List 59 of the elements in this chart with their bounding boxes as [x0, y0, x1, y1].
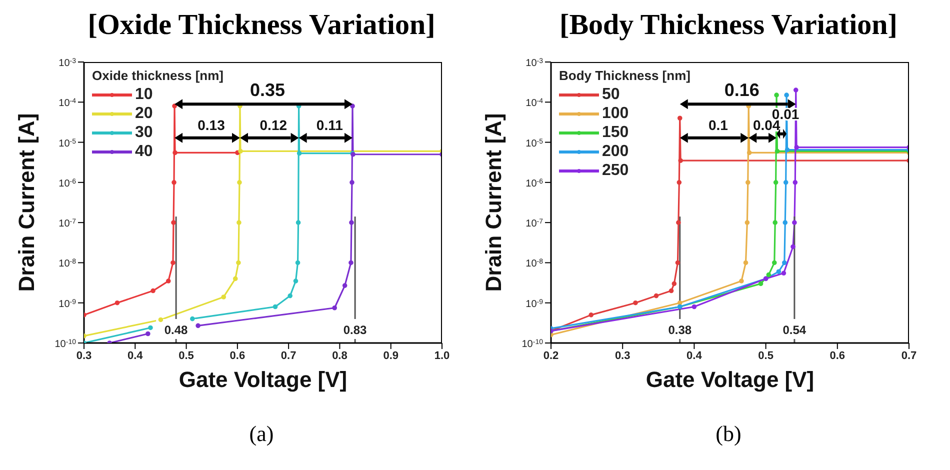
y-tick-label: 10$^{-5}$	[526, 138, 544, 150]
x-tick-label: 0.8	[332, 350, 348, 362]
x-tick-label: 0.6	[830, 350, 846, 362]
legend-label: 250	[602, 162, 629, 180]
x-tick-label: 0.7	[901, 350, 917, 362]
annotation: 0.12	[260, 116, 288, 133]
y-tick-label: 10$^{-4}$	[526, 98, 544, 110]
ref-line-label: 0.38	[668, 323, 692, 337]
x-tick-label: 0.3	[76, 350, 92, 362]
y-tick-label: 10$^{-9}$	[58, 298, 76, 310]
annotation: 0.11	[316, 116, 344, 133]
legend-label: 150	[602, 124, 629, 142]
y-tick-label: 10$^{-8}$	[526, 258, 544, 270]
x-axis-title: Gate Voltage [V]	[646, 367, 814, 392]
y-axis-title: Drain Current [A]	[14, 113, 39, 292]
x-tick-label: 0.5	[758, 350, 774, 362]
y-tick-label: 10$^{-3}$	[526, 58, 544, 69]
x-tick-label: 0.7	[280, 350, 296, 362]
legend-label: 30	[135, 124, 153, 142]
ref-line-label: 0.54	[782, 323, 806, 337]
x-axis-title: Gate Voltage [V]	[178, 367, 348, 392]
y-tick-label: 10$^{-8}$	[58, 258, 76, 270]
legend-label: 40	[135, 142, 153, 160]
y-axis-title: Drain Current [A]	[480, 113, 506, 292]
x-tick-label: 0.2	[543, 350, 559, 362]
legend-label: 20	[135, 104, 153, 122]
x-tick-label: 0.3	[614, 350, 630, 362]
annotation: 0.1	[708, 116, 728, 133]
chart-title: [Body Thickness Variation]	[558, 8, 898, 42]
legend-label: 10	[135, 86, 153, 104]
ref-line-label: 0.83	[343, 323, 368, 337]
y-tick-label: 10$^{-3}$	[58, 58, 76, 69]
y-tick-label: 10$^{-5}$	[58, 138, 76, 150]
y-tick-label: 10$^{-7}$	[58, 218, 76, 230]
y-tick-label: 10$^{-9}$	[526, 298, 544, 310]
y-tick-label: 10$^{-10}$	[54, 338, 76, 350]
annotation: 0.13	[198, 116, 226, 133]
y-tick-label: 10$^{-6}$	[526, 178, 544, 190]
x-tick-label: 0.5	[178, 350, 194, 362]
ref-line-label: 0.48	[164, 323, 188, 337]
y-tick-label: 10$^{-7}$	[526, 218, 544, 230]
y-tick-label: 10$^{-6}$	[58, 178, 76, 190]
legend-label: 100	[602, 104, 629, 122]
y-tick-label: 10$^{-10}$	[522, 338, 544, 350]
text: (a)	[248, 421, 275, 447]
legend-title: Body Thickness [nm]	[559, 68, 690, 83]
x-tick-label: 0.4	[127, 350, 144, 362]
text: (b)	[714, 421, 742, 447]
x-tick-label: 0.4	[686, 350, 703, 362]
annotation: 0.35	[250, 80, 286, 100]
legend-label: 200	[602, 142, 629, 160]
x-tick-label: 0.9	[383, 350, 399, 362]
x-tick-label: 1.0	[434, 350, 450, 362]
y-tick-label: 10$^{-4}$	[58, 98, 76, 110]
chart-title: [Oxide Thickness Variation]	[86, 8, 436, 42]
legend-title: Oxide thickness [nm]	[92, 68, 224, 83]
x-tick-label: 0.6	[230, 350, 246, 362]
legend-label: 50	[602, 86, 620, 104]
annotation: 0.16	[724, 80, 760, 100]
